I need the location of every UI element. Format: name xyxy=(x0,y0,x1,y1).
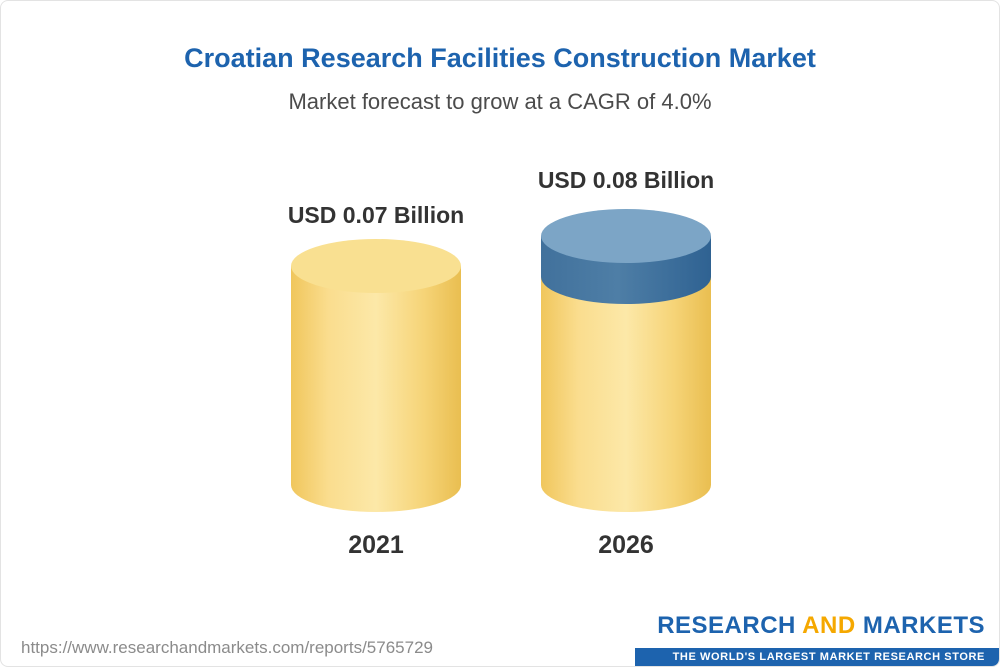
bar-2026-cylinder xyxy=(541,209,711,512)
report-url-link[interactable]: https://www.researchandmarkets.com/repor… xyxy=(21,638,433,657)
value-label-2021: USD 0.07 Billion xyxy=(287,202,465,228)
bar-2021-cylinder xyxy=(291,239,461,512)
year-label-2021: 2021 xyxy=(348,531,404,559)
logo-text-and: AND xyxy=(802,612,856,639)
logo: RESEARCH AND MARKETS xyxy=(657,612,985,640)
logo-tagline-bar: THE WORLD'S LARGEST MARKET RESEARCH STOR… xyxy=(635,648,999,666)
logo-tagline: THE WORLD'S LARGEST MARKET RESEARCH STOR… xyxy=(672,651,985,663)
value-label-2026: USD 0.08 Billion xyxy=(537,167,715,193)
chart-subtitle: Market forecast to grow at a CAGR of 4.0… xyxy=(288,89,712,114)
chart-title: Croatian Research Facilities Constructio… xyxy=(184,43,816,73)
logo-text-markets: MARKETS xyxy=(862,612,985,639)
year-label-2026: 2026 xyxy=(598,531,654,559)
logo-text-research: RESEARCH xyxy=(657,612,796,639)
